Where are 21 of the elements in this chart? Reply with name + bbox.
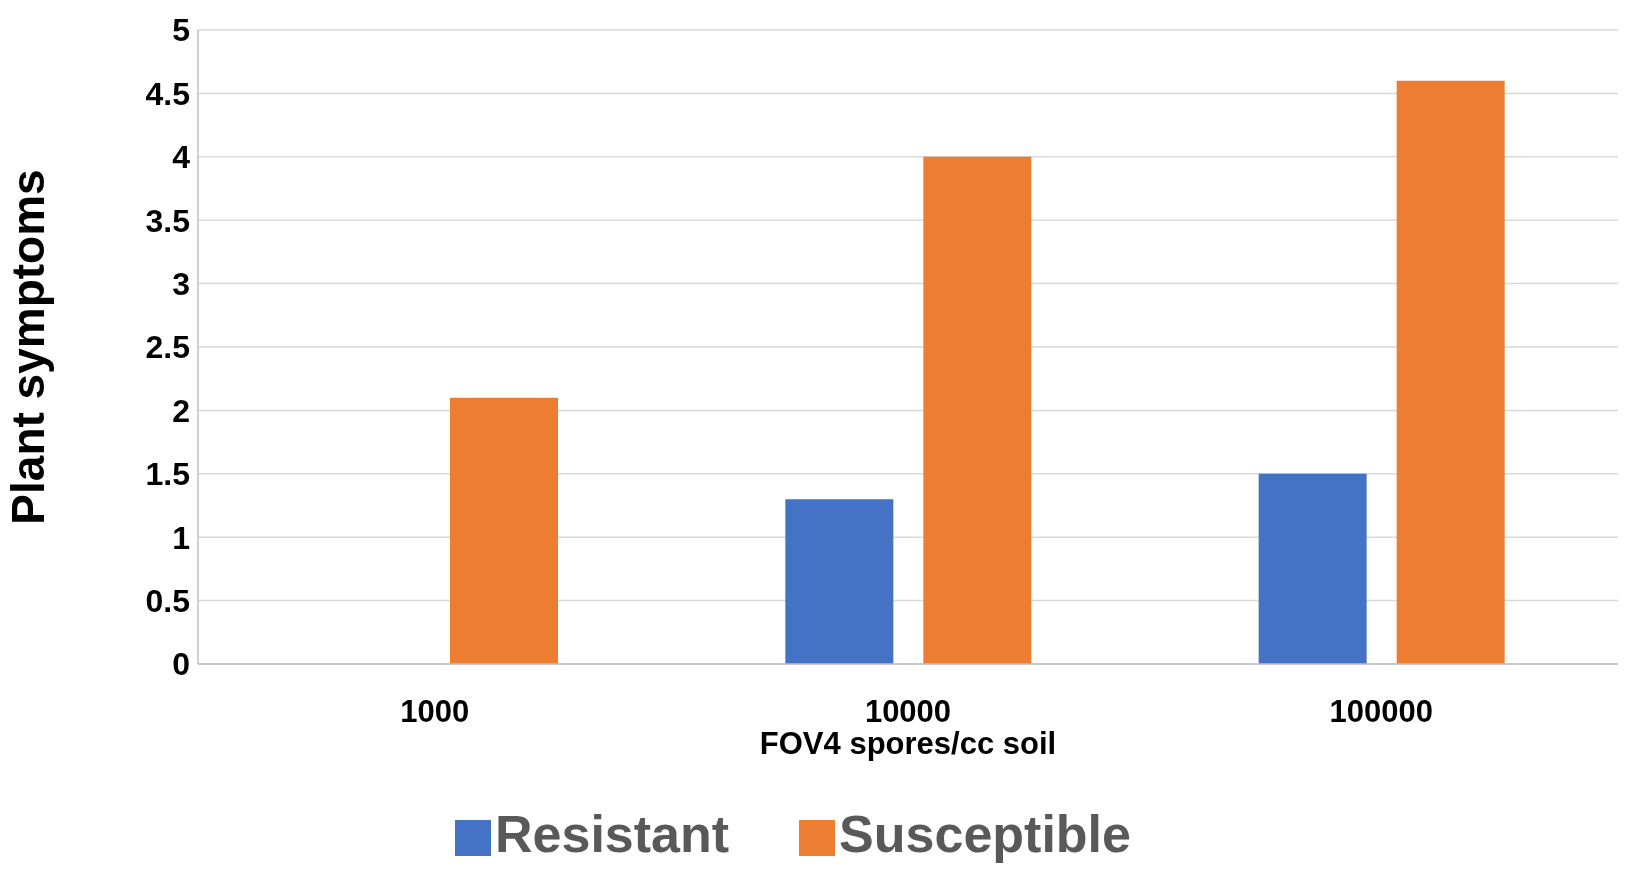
y-tick-label: 1 — [172, 519, 190, 556]
y-tick-label: 2.5 — [145, 329, 190, 366]
y-tick-label: 0.5 — [145, 582, 190, 619]
bar — [1258, 473, 1367, 664]
y-tick-label: 1.5 — [145, 456, 190, 493]
y-tick-label: 3.5 — [145, 202, 190, 239]
legend-label: Susceptible — [839, 805, 1131, 863]
legend-label: Resistant — [495, 805, 730, 863]
y-tick-label: 5 — [172, 12, 190, 49]
bar — [450, 397, 558, 664]
y-tick-label: 3 — [172, 265, 190, 302]
y-tick-label: 0 — [172, 646, 190, 683]
y-tick-label: 4 — [172, 139, 191, 176]
bar — [785, 499, 894, 664]
y-tick-label: 4.5 — [145, 75, 190, 112]
x-tick-label: 1000 — [400, 694, 470, 730]
y-tick-label: 2 — [172, 392, 190, 429]
bar — [923, 156, 1032, 664]
x-tick-label: 100000 — [1329, 694, 1434, 730]
bar — [1396, 80, 1505, 664]
y-axis-title: Plant symptoms — [2, 169, 55, 525]
